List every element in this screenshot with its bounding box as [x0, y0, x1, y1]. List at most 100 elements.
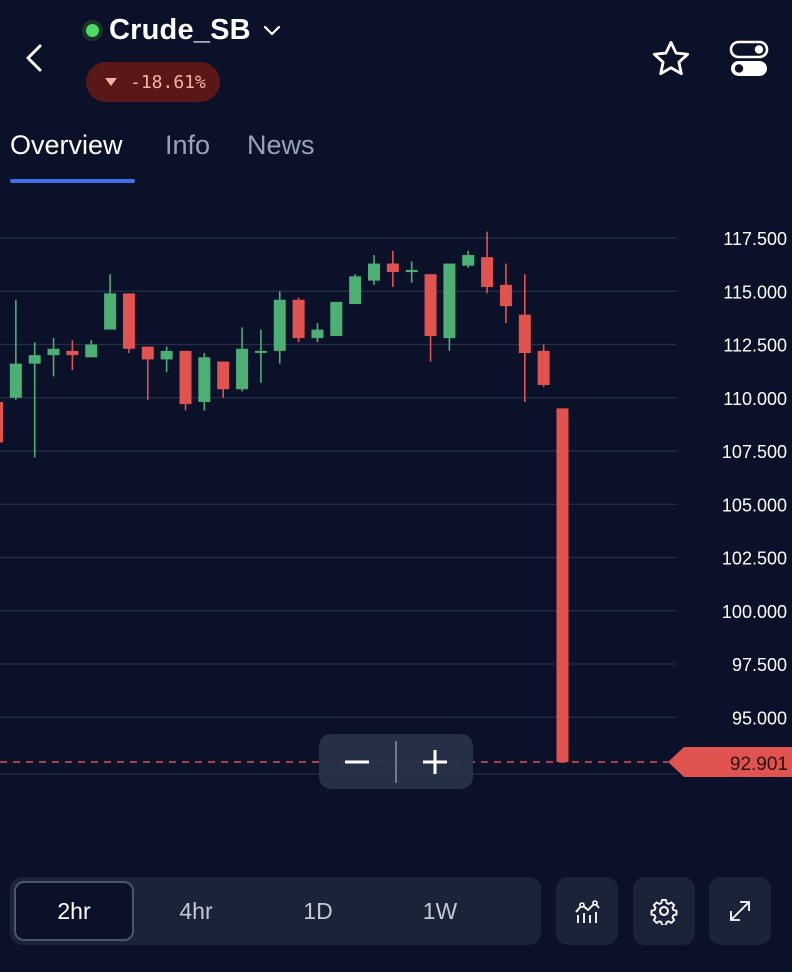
y-tick-label: 112.500 [723, 336, 787, 356]
candle-up [28, 342, 41, 458]
candle-body [9, 363, 22, 398]
candle-up [330, 301, 343, 336]
timeframe-1d[interactable]: 1D [303, 897, 333, 924]
candle-body [349, 276, 362, 305]
candle-body [386, 263, 399, 273]
candle-body [292, 299, 305, 339]
y-tick-label: 97.500 [732, 655, 787, 675]
candle-up [462, 250, 475, 268]
change-badge: -18.61% [86, 62, 220, 102]
candle-body [330, 301, 343, 336]
instrument-selector[interactable]: Crude_SB [86, 14, 283, 47]
back-button[interactable] [14, 38, 54, 78]
y-tick-label: 100.000 [722, 602, 787, 622]
candle-down [292, 297, 305, 343]
candle-down [424, 274, 437, 362]
candle-down [481, 231, 494, 294]
instrument-title: Crude_SB [109, 14, 251, 46]
chevron-down-icon [263, 25, 280, 35]
y-tick-label: 95.000 [732, 708, 787, 728]
candle-body [104, 293, 117, 330]
timeframe-4hr[interactable]: 4hr [179, 897, 213, 924]
zoom-control [319, 734, 473, 789]
tab-info[interactable]: Info [165, 130, 211, 160]
candle-up [443, 263, 456, 351]
candle-up [236, 327, 249, 392]
candle-body [179, 350, 192, 405]
y-axis-labels: 117.500 115.000 112.500 110.000 107.500 105.0… [722, 229, 787, 728]
candle-body [537, 350, 550, 385]
active-tab-indicator [10, 179, 135, 183]
candle-body [556, 408, 569, 762]
timeframe-2hr[interactable]: 2hr [14, 881, 134, 941]
candle-body [122, 293, 135, 349]
candle-up [198, 353, 211, 411]
candle-up [368, 255, 380, 285]
expand-icon [730, 901, 750, 921]
candle-up [405, 261, 418, 283]
candle-body [236, 348, 249, 390]
candle-down [518, 274, 531, 403]
candle-body [481, 257, 494, 287]
tab-news[interactable]: News [247, 130, 315, 160]
indicators-icon [575, 900, 600, 923]
candle-down [66, 340, 79, 371]
candle-down [179, 350, 192, 411]
current-price-tag [668, 746, 792, 777]
candle-body [405, 269, 418, 273]
zoom-in-button[interactable] [397, 734, 473, 789]
candle-body [160, 350, 173, 360]
candle-body [273, 299, 286, 351]
change-percent: -18.61% [130, 71, 206, 93]
candle-body [368, 263, 380, 281]
y-tick-label: 107.500 [722, 442, 787, 462]
zoom-out-button[interactable] [319, 734, 395, 789]
zoom-divider [395, 740, 397, 783]
candle-body [141, 346, 154, 360]
candle-body [311, 329, 324, 339]
fullscreen-button[interactable] [709, 877, 771, 945]
tab-overview[interactable]: Overview [10, 130, 123, 160]
candle-up [9, 299, 22, 400]
star-icon [652, 40, 690, 76]
candle-body [198, 357, 211, 403]
toggle-switch-icon [729, 40, 769, 76]
timeframe-selector: 2hr 4hr 1D 1W [10, 877, 541, 945]
chart-settings-button[interactable] [633, 877, 695, 945]
candle-up [349, 274, 362, 305]
candle-body [254, 350, 267, 353]
indicators-button[interactable] [556, 877, 618, 945]
candles [0, 231, 569, 762]
chevron-left-icon [26, 44, 42, 72]
candle-down [217, 361, 230, 398]
timeframe-1w[interactable]: 1W [422, 897, 458, 924]
y-tick-label: 117.500 [723, 229, 787, 249]
minus-icon [345, 760, 369, 763]
candle-body [424, 274, 437, 336]
current-price-label: 92.901 [730, 754, 788, 775]
candle-body [518, 314, 531, 354]
y-tick-label: 105.000 [722, 495, 787, 515]
candle-down [141, 346, 154, 400]
plus-icon [423, 749, 447, 774]
candle-body [85, 344, 98, 358]
candle-down [0, 402, 3, 443]
candle-up [273, 291, 286, 364]
candle-up [104, 274, 117, 330]
candlestick-chart[interactable]: 117.500 115.000 112.500 110.000 107.500 105.0… [0, 200, 792, 810]
y-tick-label: 115.000 [723, 282, 787, 302]
candle-up [160, 346, 173, 373]
live-status-dot [86, 24, 99, 37]
candle-down [386, 250, 399, 287]
candle-body [47, 348, 60, 356]
display-toggle-button[interactable] [724, 34, 774, 84]
candle-body [462, 255, 475, 266]
gear-icon [650, 898, 678, 925]
favorite-button[interactable] [646, 34, 696, 84]
y-tick-label: 110.000 [723, 389, 787, 409]
candle-up [311, 323, 324, 343]
y-tick-label: 102.500 [722, 549, 787, 569]
candle-body [66, 350, 79, 356]
candle-body [217, 361, 230, 390]
candle-down [556, 408, 569, 762]
